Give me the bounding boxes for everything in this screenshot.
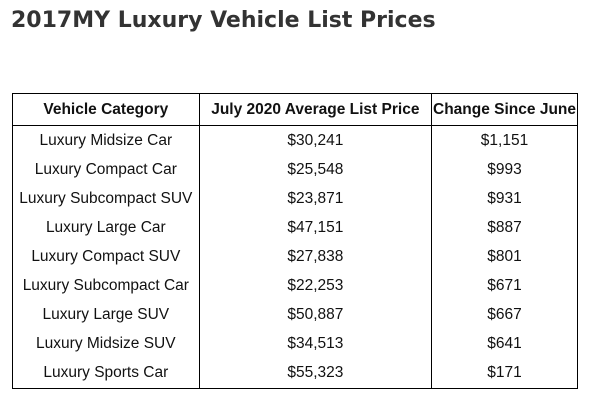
- change-since-june-cell: $1,151: [431, 125, 578, 156]
- table-row: Luxury Midsize Car $30,241 $1,151: [12, 125, 578, 156]
- table-row: Luxury Large Car $47,151 $887: [12, 213, 578, 243]
- average-list-price-cell: $55,323: [198, 358, 433, 389]
- vehicle-category-cell: Luxury Midsize SUV: [12, 329, 200, 359]
- change-since-june-cell: $641: [431, 329, 578, 359]
- vehicle-category-cell: Luxury Subcompact SUV: [12, 184, 200, 214]
- page-title: 2017MY Luxury Vehicle List Prices: [11, 8, 436, 33]
- column-header-change-since-june: Change Since June: [431, 93, 578, 126]
- vehicle-category-cell: Luxury Large Car: [12, 213, 200, 243]
- table-row: Luxury Compact Car $25,548 $993: [12, 155, 578, 185]
- change-since-june-cell: $931: [431, 184, 578, 214]
- table-row: Luxury Compact SUV $27,838 $801: [12, 242, 578, 272]
- average-list-price-cell: $30,241: [198, 125, 433, 156]
- table-row: Luxury Subcompact SUV $23,871 $931: [12, 184, 578, 214]
- vehicle-category-cell: Luxury Midsize Car: [12, 125, 200, 156]
- average-list-price-cell: $34,513: [198, 329, 433, 359]
- average-list-price-cell: $23,871: [198, 184, 433, 214]
- vehicle-category-cell: Luxury Sports Car: [12, 358, 200, 389]
- table-header-row: Vehicle Category July 2020 Average List …: [12, 93, 578, 126]
- table-row: Luxury Large SUV $50,887 $667: [12, 300, 578, 330]
- column-header-average-list-price: July 2020 Average List Price: [198, 93, 433, 126]
- average-list-price-cell: $47,151: [198, 213, 433, 243]
- change-since-june-cell: $671: [431, 271, 578, 301]
- average-list-price-cell: $27,838: [198, 242, 433, 272]
- average-list-price-cell: $22,253: [198, 271, 433, 301]
- average-list-price-cell: $50,887: [198, 300, 433, 330]
- change-since-june-cell: $171: [431, 358, 578, 389]
- table-row: Luxury Midsize SUV $34,513 $641: [12, 329, 578, 359]
- vehicle-category-cell: Luxury Subcompact Car: [12, 271, 200, 301]
- vehicle-category-cell: Luxury Large SUV: [12, 300, 200, 330]
- table-body: Luxury Midsize Car $30,241 $1,151 Luxury Co…: [12, 125, 578, 389]
- average-list-price-cell: $25,548: [198, 155, 433, 185]
- change-since-june-cell: $887: [431, 213, 578, 243]
- column-header-vehicle-category: Vehicle Category: [12, 93, 200, 126]
- price-table: Vehicle Category July 2020 Average List …: [12, 93, 578, 389]
- table-row: Luxury Sports Car $55,323 $171: [12, 358, 578, 389]
- table-row: Luxury Subcompact Car $22,253 $671: [12, 271, 578, 301]
- vehicle-category-cell: Luxury Compact Car: [12, 155, 200, 185]
- change-since-june-cell: $801: [431, 242, 578, 272]
- change-since-june-cell: $667: [431, 300, 578, 330]
- change-since-june-cell: $993: [431, 155, 578, 185]
- vehicle-category-cell: Luxury Compact SUV: [12, 242, 200, 272]
